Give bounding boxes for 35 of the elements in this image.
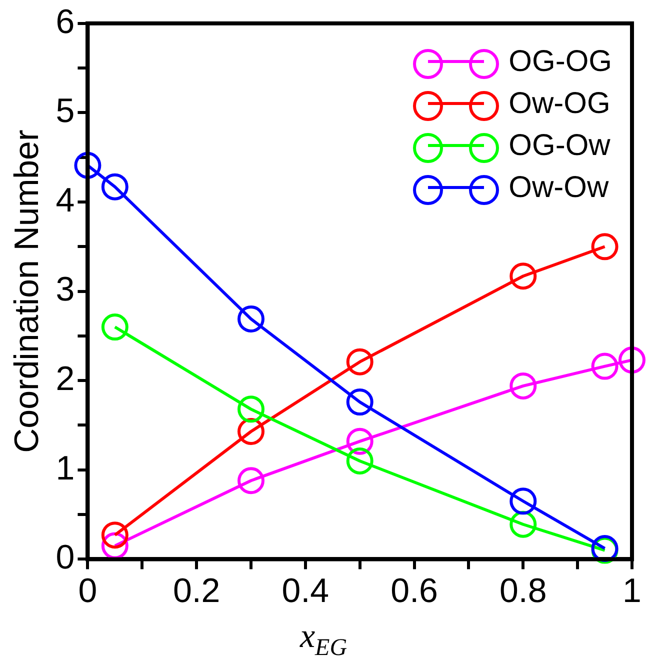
point [237,467,264,494]
point [101,173,128,200]
y-tick-label: 6 [56,2,75,41]
x-tick-label: 0.6 [390,572,438,610]
x-tick-label: 1 [622,572,642,610]
point [237,305,264,332]
y-tick-label: 1 [56,449,75,488]
y-tick-label: 3 [56,270,75,309]
point [237,396,264,423]
y-axis-title: Coordination Number [8,130,46,453]
legend-label: Ow-Ow [508,170,609,206]
point [101,522,128,549]
point [591,233,618,260]
point [74,152,102,179]
point [618,346,646,374]
point [346,348,374,376]
y-tick-label: 0 [56,538,75,577]
legend-label: Ow-OG [508,86,610,122]
y-tick-label: 5 [56,92,75,130]
x-tick-label: 0.4 [282,572,330,610]
point [510,262,537,290]
point [346,388,374,416]
x-tick-label: 0.2 [172,572,220,610]
x-axis-title: x$_{EG}$ [298,618,348,662]
point [510,488,537,515]
y-tick-label: 2 [56,360,75,398]
point [101,314,128,341]
point [510,372,537,400]
x-tick-label: 0.8 [500,572,547,610]
point [346,428,374,455]
point [346,447,374,474]
legend-label: OG-Ow [508,128,610,164]
point [591,352,618,380]
legend-label: OG-OG [508,44,612,80]
y-tick-label: 4 [56,181,75,220]
